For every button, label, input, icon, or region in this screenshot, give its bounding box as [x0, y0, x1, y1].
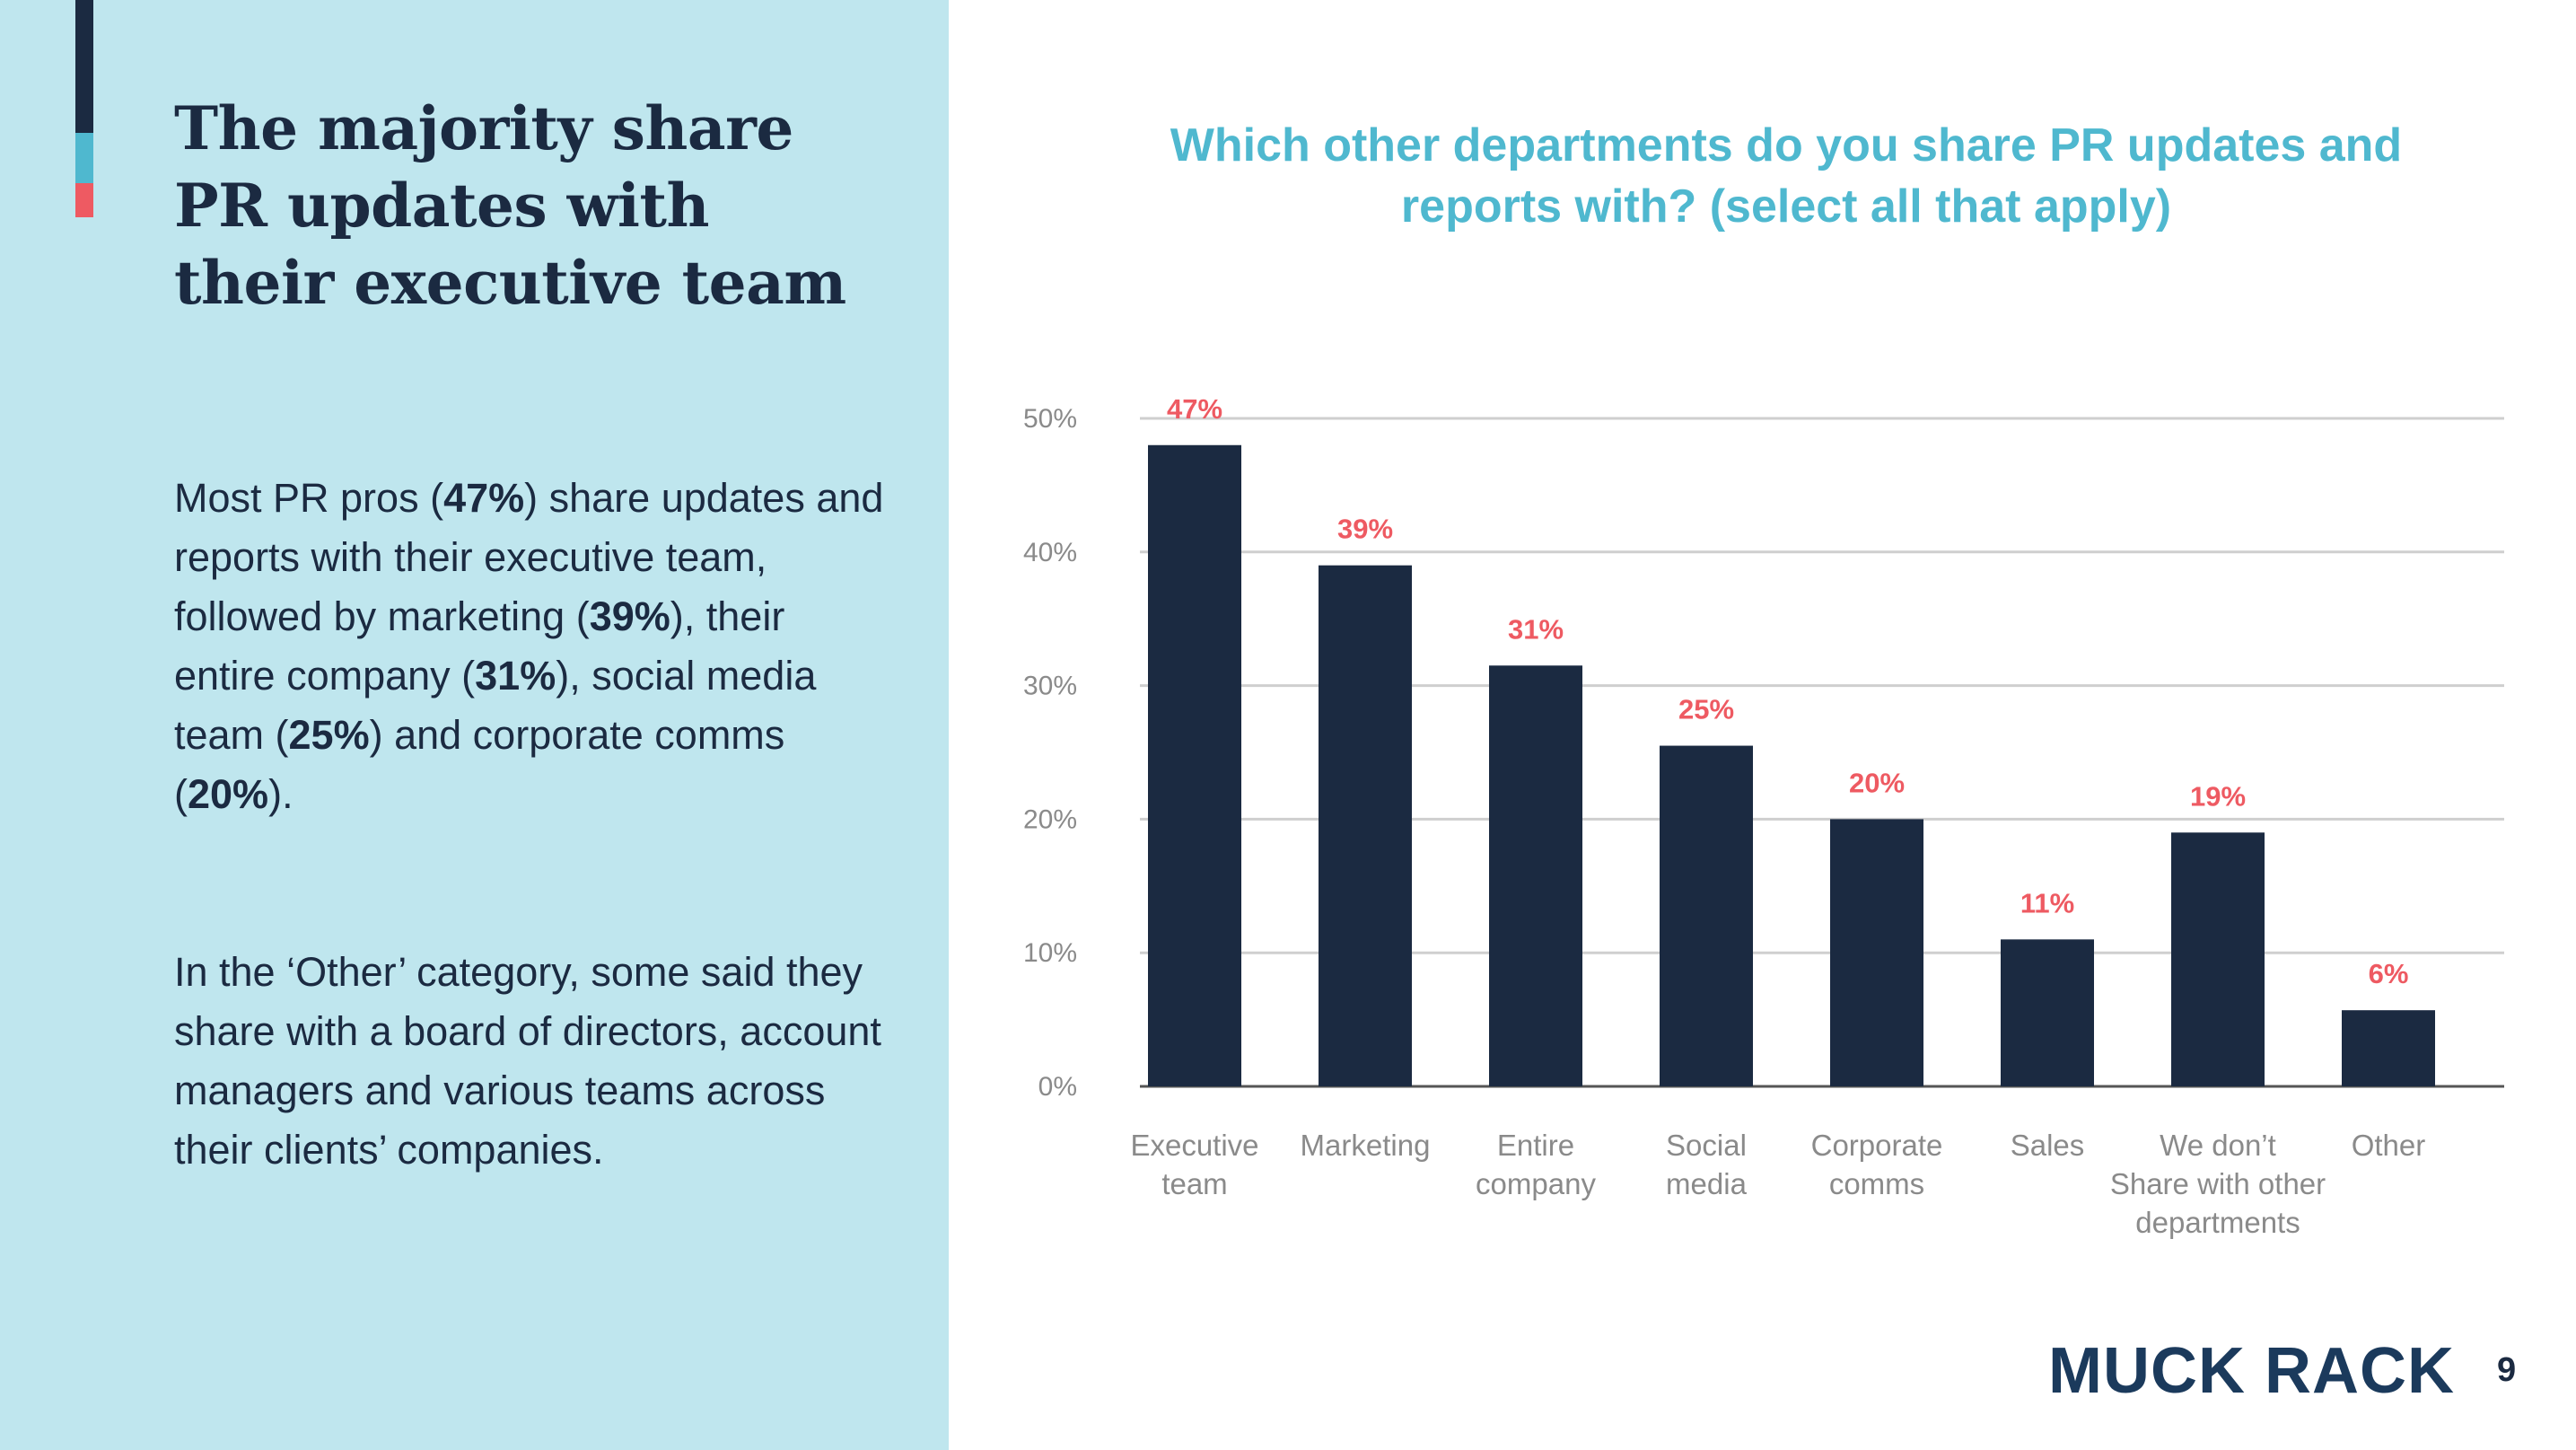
summary-stat: 31% — [475, 653, 556, 699]
page-number: 9 — [2497, 1351, 2517, 1389]
y-tick-label: 10% — [1023, 938, 1077, 968]
data-label: 31% — [1508, 613, 1564, 645]
summary-text: ), their entire company ( — [174, 593, 785, 699]
summary-text: ) share updates and reports with their e… — [174, 475, 884, 639]
bar — [2171, 832, 2265, 1086]
x-tick-label: Marketing — [1301, 1129, 1431, 1162]
data-label: 39% — [1337, 514, 1393, 545]
y-tick-label: 40% — [1023, 538, 1077, 567]
bar — [1319, 565, 1412, 1086]
chart-title: Which other departments do you share PR … — [1059, 115, 2513, 237]
data-label: 47% — [1167, 393, 1222, 425]
x-tick-label: media — [1666, 1167, 1748, 1200]
left-panel: The majority share PR updates with their… — [0, 0, 949, 1450]
data-label: 20% — [1849, 767, 1905, 798]
x-tick-label: comms — [1829, 1167, 1924, 1200]
x-tick-label: Corporate — [1811, 1129, 1943, 1162]
x-tick-label: team — [1161, 1167, 1227, 1200]
page-title-line: PR updates with — [174, 171, 709, 241]
x-tick-label: Executive — [1130, 1129, 1258, 1162]
bar-chart: 0% 10% 20% 30% 40% 50% 47% Executive team 39% Mark… — [1023, 393, 2504, 1239]
x-tick-label: Sales — [2011, 1129, 2085, 1162]
bar — [2342, 1010, 2435, 1086]
summary-stat: 47% — [443, 475, 525, 521]
other-category-paragraph: In the ‘Other’ category, some said they … — [174, 949, 881, 1173]
muck-rack-logo: MUCK RACK — [2048, 1335, 2455, 1407]
x-tick-label: departments — [2135, 1206, 2300, 1239]
chart-title-line: reports with? (select all that apply) — [1400, 180, 2172, 233]
x-tick-label: Entire — [1497, 1129, 1574, 1162]
bar — [2001, 939, 2094, 1086]
y-tick-label: 20% — [1023, 804, 1077, 834]
bar — [1830, 819, 1923, 1086]
y-tick-label: 50% — [1023, 404, 1077, 434]
data-label: 6% — [2369, 958, 2409, 989]
summary-text: ), social media team ( — [174, 653, 817, 758]
bar — [1660, 745, 1753, 1086]
summary-stat: 25% — [288, 712, 370, 758]
data-label: 19% — [2190, 780, 2246, 812]
x-tick-label: Social — [1666, 1129, 1747, 1162]
summary-text: ) and corporate comms ( — [174, 712, 785, 817]
summary-stat: 39% — [589, 593, 670, 639]
accent-bar-teal — [75, 133, 93, 183]
summary-text: ). — [268, 771, 294, 817]
x-tick-label: Other — [2352, 1129, 2426, 1162]
data-label: 11% — [2020, 887, 2074, 918]
accent-bar-red — [75, 183, 93, 217]
y-tick-label: 0% — [1038, 1072, 1077, 1102]
accent-bar-dark — [75, 0, 93, 133]
page-title-line: The majority share — [174, 93, 793, 163]
bar — [1489, 665, 1582, 1086]
summary-text: Most PR pros ( — [174, 475, 444, 521]
x-tick-label: Share with other — [2110, 1167, 2326, 1200]
page-title: The majority share PR updates with their… — [174, 90, 892, 321]
bar — [1148, 444, 1241, 1086]
y-tick-label: 30% — [1023, 672, 1077, 701]
summary-stat: 20% — [188, 771, 269, 817]
x-tick-label: company — [1476, 1167, 1596, 1200]
summary-paragraph: Most PR pros (47%) share updates and rep… — [174, 469, 892, 824]
x-tick-label: We don’t — [2160, 1129, 2276, 1162]
data-label: 25% — [1678, 694, 1734, 725]
chart-title-line: Which other departments do you share PR … — [1170, 119, 2403, 171]
page-title-line: their executive team — [174, 248, 846, 318]
